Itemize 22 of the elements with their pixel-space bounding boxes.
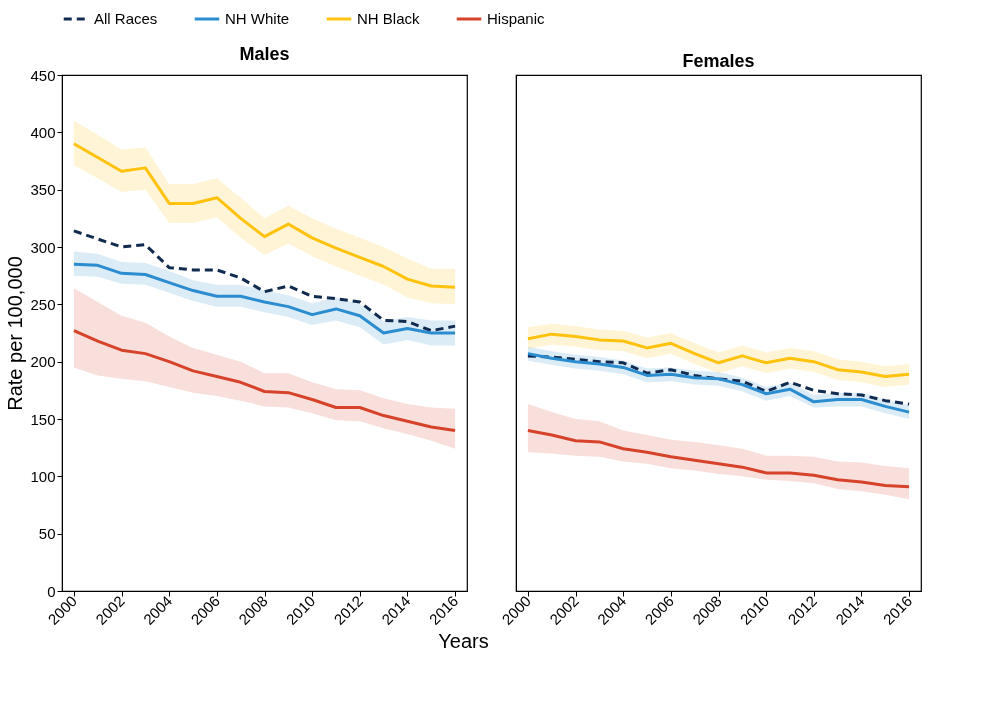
y-axis-title: Rate per 100,000 <box>4 256 27 411</box>
y-tick-label: 0 <box>47 582 56 600</box>
y-tick-label: 50 <box>38 525 56 543</box>
line-series <box>72 142 457 289</box>
y-tick-label: 200 <box>30 353 56 371</box>
chart-title: Females <box>682 51 755 71</box>
y-tick-label: 450 <box>30 66 56 84</box>
y-tick-label: 150 <box>30 410 56 428</box>
legend-label: All Races <box>94 10 158 27</box>
y-tick-label: 100 <box>30 467 56 485</box>
line-series <box>72 229 457 333</box>
y-tick-label: 250 <box>30 295 56 313</box>
legend-label: NH Black <box>357 10 421 27</box>
line-series <box>72 262 457 335</box>
y-tick-label: 300 <box>30 238 56 256</box>
line-series <box>72 329 457 432</box>
y-tick-label: 350 <box>30 181 56 199</box>
legend-label: NH White <box>225 10 290 27</box>
legend-label: Hispanic <box>487 10 546 27</box>
chart-title: Males <box>239 44 290 64</box>
x-axis-title: Years <box>438 629 489 652</box>
y-tick-label: 400 <box>30 123 56 141</box>
